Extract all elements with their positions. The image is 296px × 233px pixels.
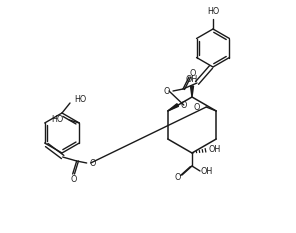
Text: O: O [175, 172, 181, 182]
Polygon shape [168, 104, 178, 111]
Text: HO: HO [207, 7, 219, 17]
Text: O: O [181, 100, 187, 110]
Text: O: O [164, 86, 170, 96]
Text: O: O [194, 103, 200, 112]
Text: O: O [70, 175, 77, 184]
Polygon shape [191, 86, 194, 97]
Text: OH: OH [201, 168, 213, 177]
Text: OH: OH [186, 75, 198, 83]
Text: O: O [190, 69, 196, 79]
Text: OH: OH [209, 145, 221, 154]
Text: HO: HO [74, 95, 86, 103]
Text: O: O [89, 158, 96, 168]
Text: HO: HO [51, 114, 63, 123]
